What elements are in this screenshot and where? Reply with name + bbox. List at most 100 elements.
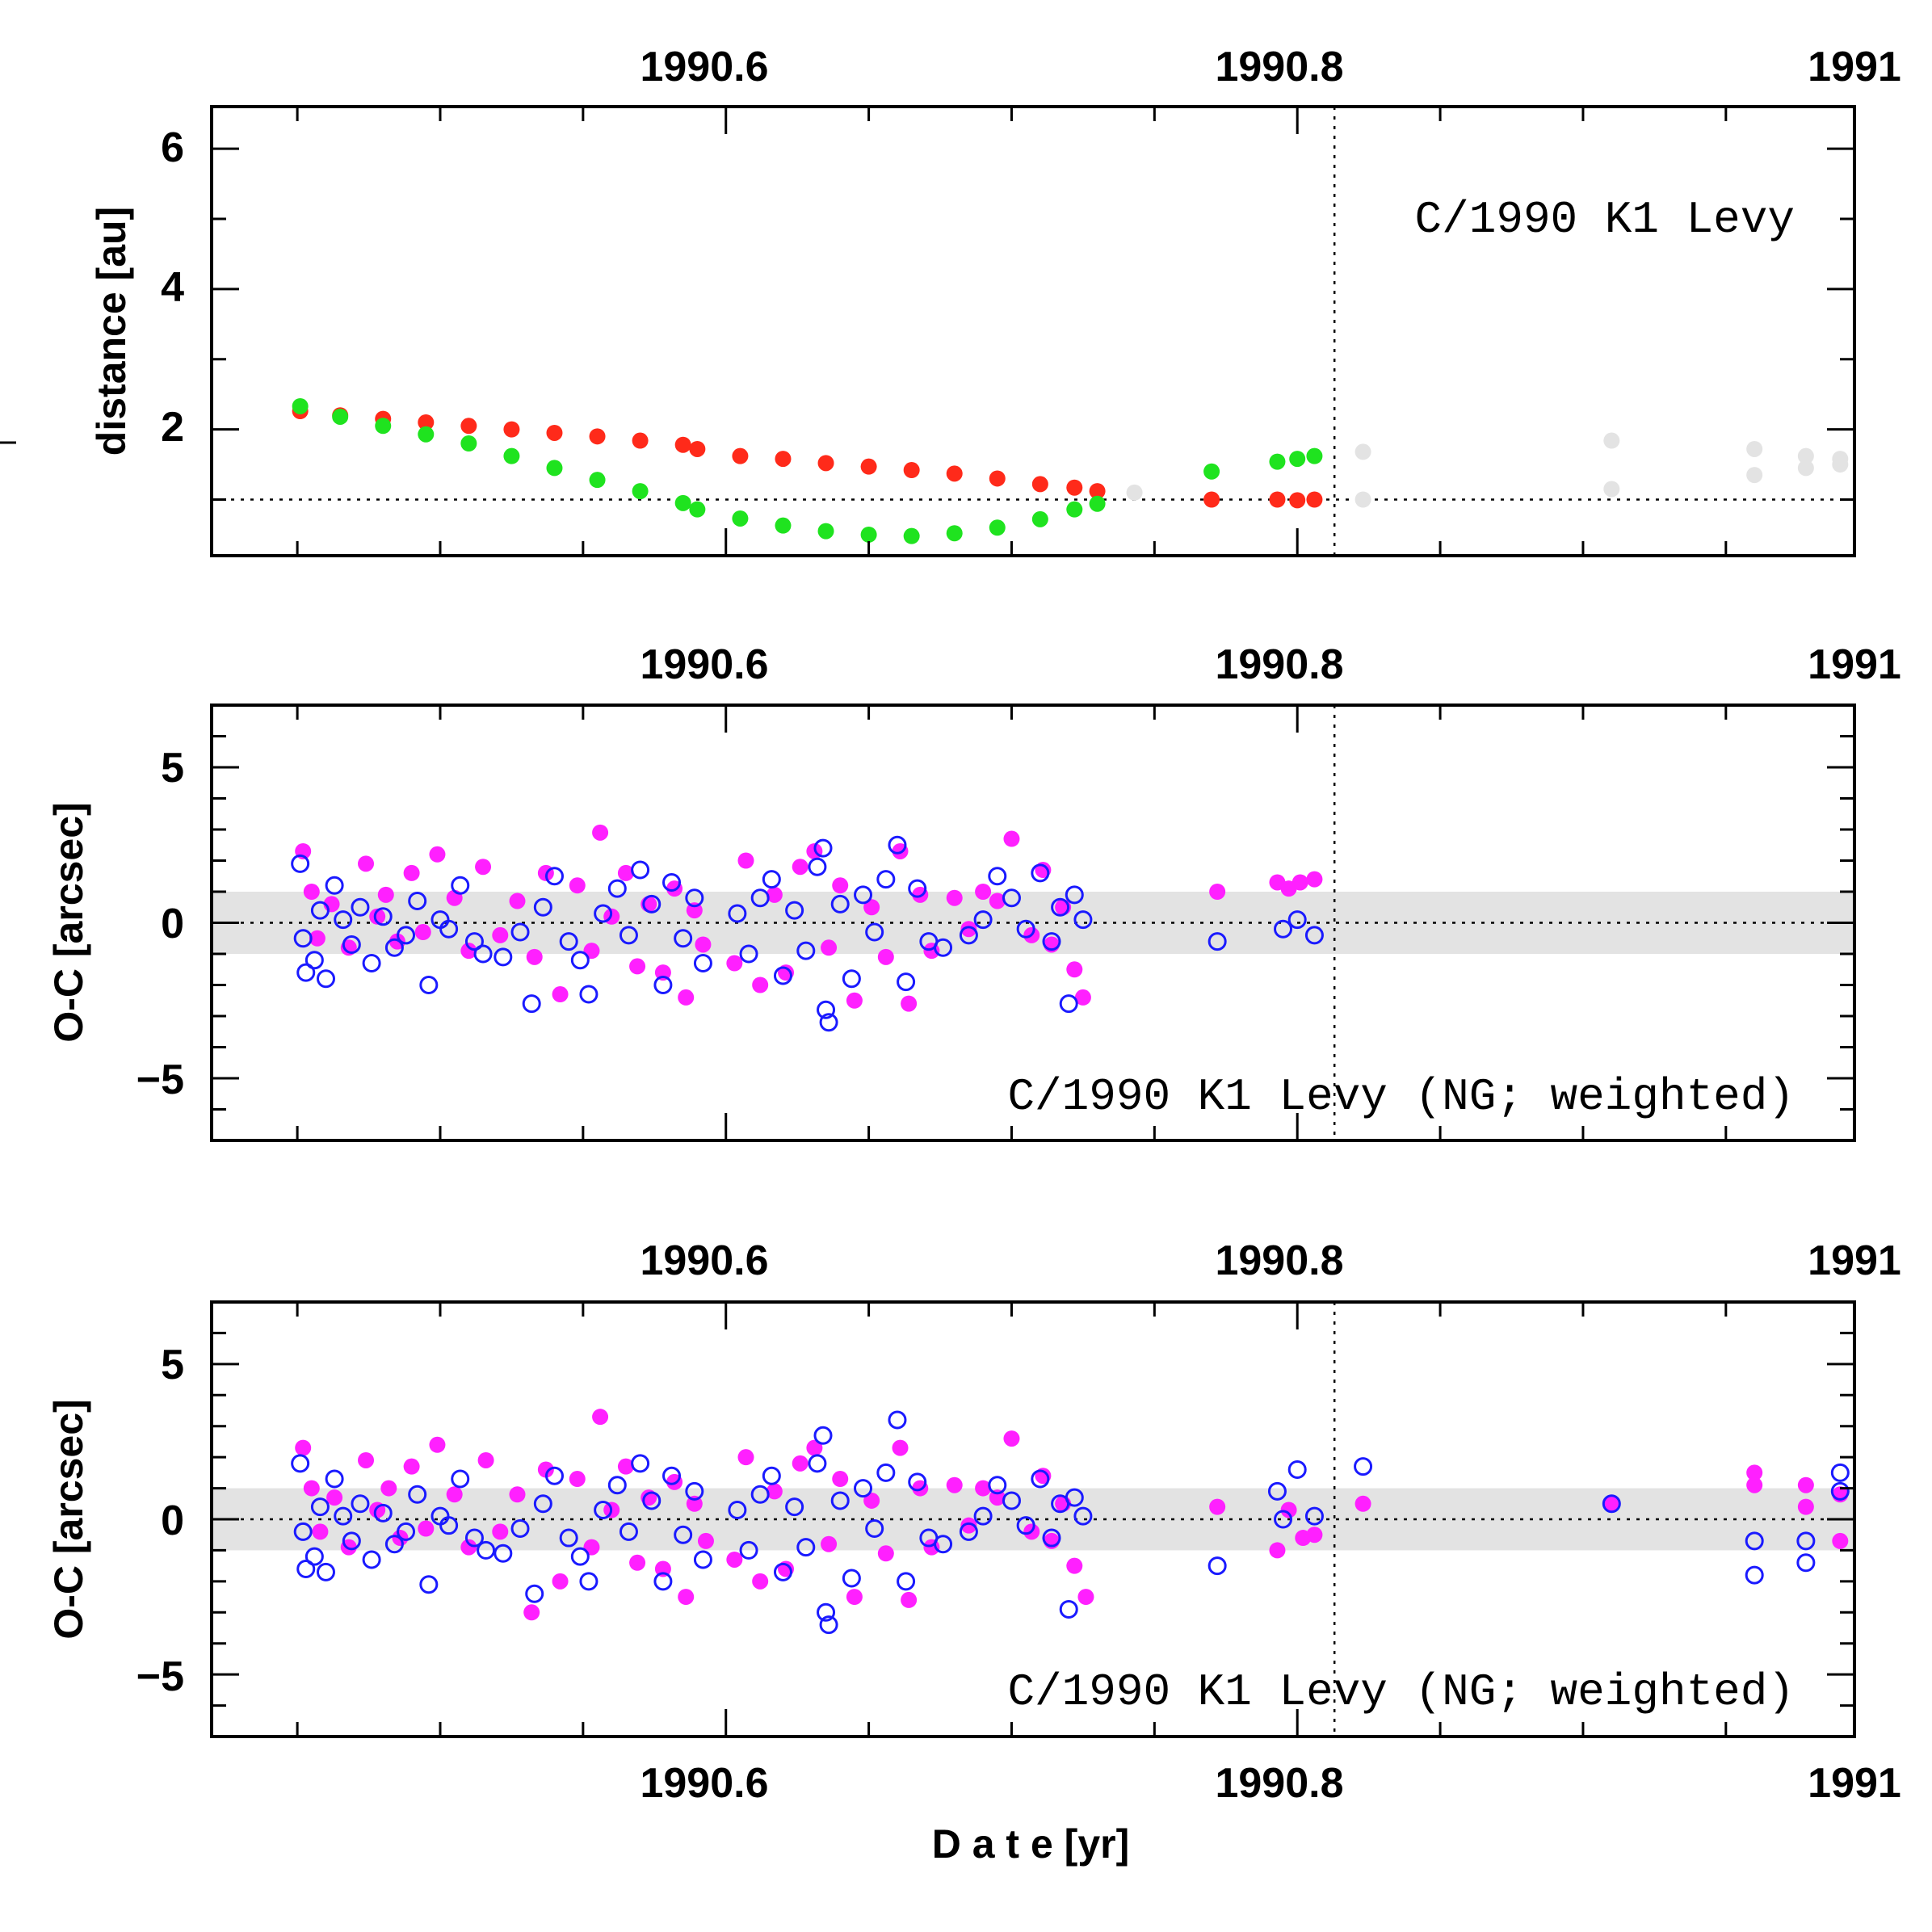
oc-open-point: [310, 901, 330, 920]
oc-open-point: [642, 1491, 662, 1510]
sun-distance-point: [1031, 510, 1048, 527]
oc-open-point: [544, 1466, 564, 1485]
oc-filled-point: [380, 1480, 397, 1497]
oc-open-point: [351, 1494, 370, 1514]
observer-distance-point: [903, 462, 920, 479]
oc-filled-point: [1003, 830, 1020, 847]
oc-filled-point: [358, 855, 375, 872]
not-in-fit-point: [1746, 467, 1763, 484]
oc-open-point: [408, 1485, 427, 1504]
oc-open-point: [888, 835, 907, 855]
oc-open-point: [973, 1506, 993, 1526]
oc-open-point: [1602, 1494, 1621, 1514]
oc-filled-point: [429, 846, 446, 863]
oc-filled-point: [846, 1589, 863, 1606]
sun-distance-point: [460, 435, 477, 452]
panel-residuals-ng-all: 1990.6 1990.8 1991 −5 0 5 O-C [arcsec] C…: [46, 1237, 1901, 1807]
oc-filled-point: [492, 1523, 509, 1540]
observer-distance-point: [775, 451, 792, 468]
oc-filled-point: [946, 1476, 963, 1493]
oc-filled-point: [877, 1545, 894, 1562]
oc-open-point: [570, 1547, 590, 1566]
oc-open-point: [662, 1466, 682, 1485]
ytick-label: −5: [136, 1056, 184, 1103]
oc-open-point: [897, 972, 916, 992]
oc-filled-point: [537, 1461, 554, 1478]
oc-open-point: [865, 1519, 884, 1539]
oc-filled-point: [821, 939, 838, 956]
observer-distance-point: [860, 458, 877, 475]
oc-open-point: [854, 885, 873, 905]
sun-distance-point: [1289, 451, 1306, 468]
oc-open-point: [1065, 1488, 1084, 1507]
oc-open-point: [762, 1466, 781, 1485]
oc-open-point: [1287, 1460, 1307, 1480]
oc-open-point: [674, 929, 693, 948]
ytick-label: 2: [161, 404, 184, 451]
oc-open-point: [830, 1491, 850, 1510]
observer-distance-point: [1031, 476, 1048, 493]
observer-distance-point: [1269, 491, 1286, 508]
sun-distance-point: [332, 408, 349, 425]
oc-filled-point: [569, 1471, 586, 1488]
observer-distance-point: [632, 432, 649, 449]
oc-open-point: [728, 904, 747, 923]
oc-open-point: [1274, 919, 1293, 939]
ytick-label: 5: [161, 745, 184, 792]
oc-filled-point: [892, 1439, 909, 1456]
oc-filled-point: [509, 1486, 526, 1503]
oc-filled-point: [592, 824, 609, 841]
sun-distance-point: [1203, 463, 1220, 480]
oc-open-point: [642, 894, 662, 914]
oc-filled-point: [326, 1489, 343, 1506]
sun-distance-point: [989, 519, 1006, 536]
oc-filled-point: [1066, 1557, 1083, 1574]
oc-open-point: [1031, 1469, 1050, 1489]
oc-open-point: [419, 976, 439, 994]
oc-open-point: [631, 860, 650, 880]
oc-filled-point: [414, 924, 431, 941]
panel-annotation: C/1990 K1 Levy (NG; weighted): [1007, 1071, 1795, 1123]
sun-distance-point: [775, 517, 792, 534]
oc-open-point: [1002, 888, 1021, 908]
sun-distance-point: [903, 527, 920, 544]
ytick-label: 0: [161, 901, 184, 947]
sun-distance-point: [589, 472, 606, 489]
oc-filled-point: [1280, 1502, 1297, 1518]
oc-filled-point: [989, 892, 1006, 909]
sun-distance-point: [1269, 453, 1286, 470]
oc-filled-point: [695, 936, 712, 953]
oc-filled-point: [752, 976, 769, 993]
ylabel: O-C [arcsec]: [46, 1399, 91, 1639]
xlabel: D a t e [yr]: [932, 1821, 1130, 1867]
oc-open-point: [293, 1522, 313, 1541]
oc-open-point: [1208, 932, 1227, 951]
oc-filled-point: [592, 1409, 609, 1426]
oc-filled-point: [629, 958, 646, 975]
oc-filled-point: [460, 943, 477, 960]
oc-open-point: [739, 1540, 758, 1560]
oc-open-point: [785, 1497, 804, 1517]
oc-open-point: [619, 926, 638, 945]
observer-distance-point: [589, 428, 606, 445]
oc-open-point: [988, 1476, 1007, 1495]
oc-filled-point: [492, 926, 509, 943]
panel-annotation: C/1990 K1 Levy (NG; weighted): [1007, 1666, 1795, 1718]
observer-distance-point: [989, 470, 1006, 487]
sun-distance-point: [375, 418, 392, 435]
oc-open-point: [316, 1562, 335, 1581]
oc-filled-point: [418, 1520, 435, 1537]
oc-filled-point: [1797, 1498, 1814, 1515]
plot-frame: [210, 704, 1856, 1142]
oc-open-point: [1073, 910, 1093, 930]
oc-open-point: [1274, 1510, 1293, 1529]
oc-open-point: [533, 1494, 552, 1514]
oc-open-point: [819, 1013, 838, 1032]
oc-open-point: [559, 1528, 578, 1548]
oc-open-point: [819, 1615, 838, 1635]
oc-open-point: [1304, 926, 1324, 945]
oc-filled-point: [1003, 1430, 1020, 1447]
oc-open-point: [384, 938, 404, 957]
oc-open-point: [296, 1559, 316, 1578]
oc-open-point: [473, 944, 493, 964]
